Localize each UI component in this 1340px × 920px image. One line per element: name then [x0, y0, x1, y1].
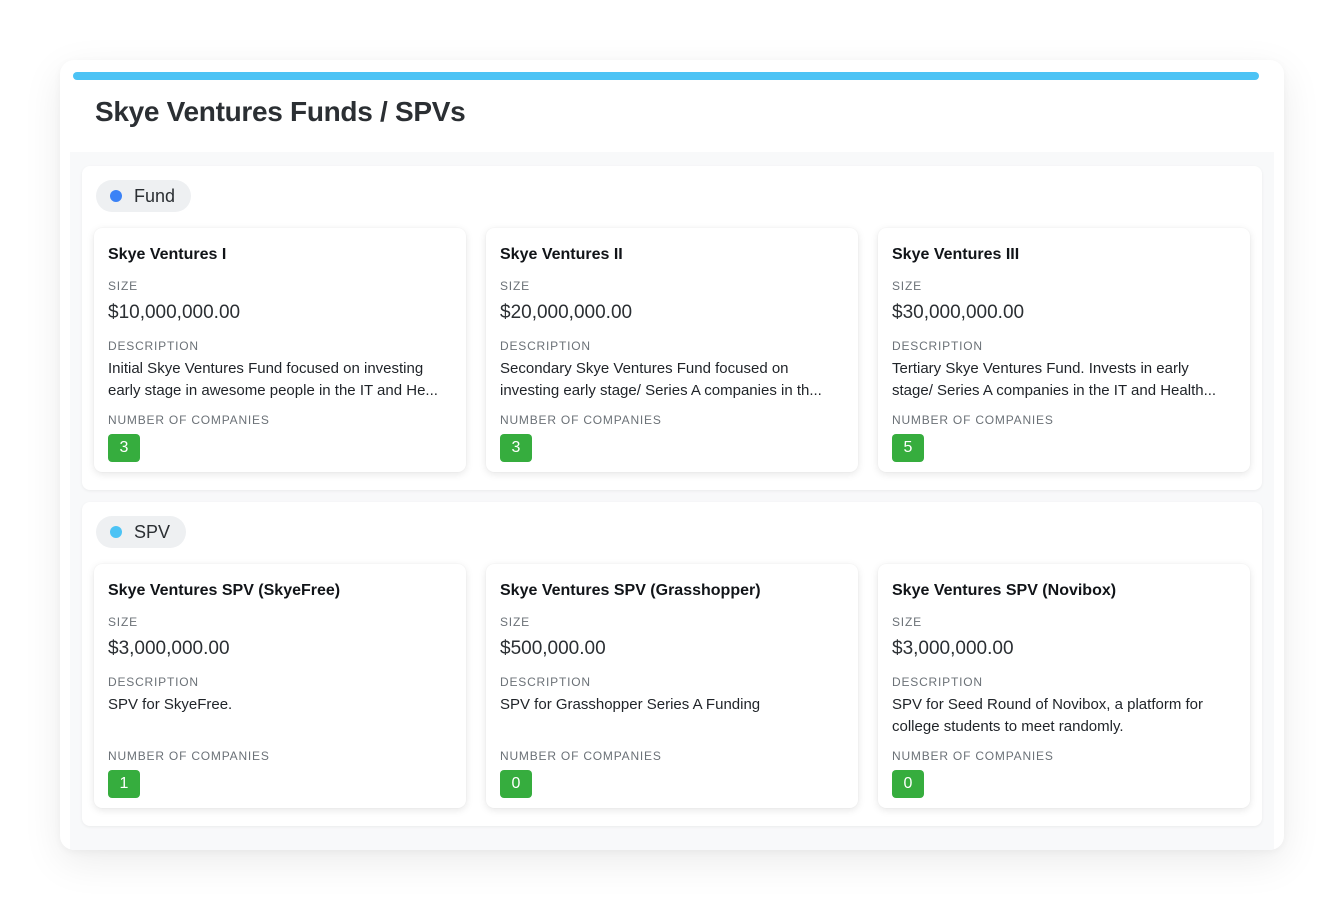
fund-card[interactable]: Skye Ventures II SIZE $20,000,000.00 DES… [486, 228, 858, 472]
spv-card[interactable]: Skye Ventures SPV (Novibox) SIZE $3,000,… [878, 564, 1250, 808]
description-line: college students to meet randomly. [892, 718, 1124, 735]
card-title: Skye Ventures SPV (Novibox) [892, 582, 1117, 599]
size-value: $3,000,000.00 [892, 638, 1014, 659]
spv-card[interactable]: Skye Ventures SPV (Grasshopper) SIZE $50… [486, 564, 858, 808]
fund-card[interactable]: Skye Ventures III SIZE $30,000,000.00 DE… [878, 228, 1250, 472]
card-title: Skye Ventures II [500, 246, 623, 263]
company-count-label: NUMBER OF COMPANIES [500, 413, 662, 427]
group-tag-spv[interactable]: SPV [96, 516, 187, 548]
description-line: stage/ Series A companies in the IT and … [892, 382, 1217, 399]
description-label: DESCRIPTION [108, 675, 199, 689]
size-value: $3,000,000.00 [108, 638, 230, 659]
description-line: SPV for SkyeFree. [108, 696, 233, 713]
description-line: Tertiary Skye Ventures Fund. Invests in … [892, 360, 1189, 377]
company-count-badge: 3 [500, 434, 532, 462]
description-text: Secondary Skye Ventures Fund focused on … [500, 358, 844, 402]
company-count-label: NUMBER OF COMPANIES [892, 749, 1054, 763]
size-label: SIZE [500, 615, 530, 629]
company-count-badge: 3 [108, 434, 140, 462]
company-count-badge: 5 [892, 434, 924, 462]
card-title: Skye Ventures SPV (SkyeFree) [108, 582, 341, 599]
spv-dot-icon [110, 526, 122, 538]
main-content: Fund Skye Ventures I SIZE $10,000,000.00… [70, 152, 1274, 850]
company-count-label: NUMBER OF COMPANIES [500, 749, 662, 763]
description-label: DESCRIPTION [892, 339, 983, 353]
company-count-label: NUMBER OF COMPANIES [108, 413, 270, 427]
description-label: DESCRIPTION [892, 675, 983, 689]
description-line: investing early stage/ Series A companie… [500, 382, 822, 399]
app-window: Skye Ventures Funds / SPVs Fund Skye Ven… [60, 60, 1284, 850]
card-title: Skye Ventures III [892, 246, 1020, 263]
company-count-badge: 1 [108, 770, 140, 798]
fund-card[interactable]: Skye Ventures I SIZE $10,000,000.00 DESC… [94, 228, 466, 472]
description-text: SPV for Grasshopper Series A Funding [500, 694, 844, 738]
company-count-badge: 0 [500, 770, 532, 798]
description-label: DESCRIPTION [500, 675, 591, 689]
card-title: Skye Ventures I [108, 246, 227, 263]
size-label: SIZE [500, 279, 530, 293]
card-title: Skye Ventures SPV (Grasshopper) [500, 582, 761, 599]
size-label: SIZE [892, 615, 922, 629]
size-value: $30,000,000.00 [892, 302, 1025, 323]
size-label: SIZE [892, 279, 922, 293]
size-value: $10,000,000.00 [108, 302, 241, 323]
spv-card[interactable]: Skye Ventures SPV (SkyeFree) SIZE $3,000… [94, 564, 466, 808]
description-text: SPV for Seed Round of Novibox, a platfor… [892, 694, 1236, 738]
group-spv: SPV Skye Ventures SPV (SkyeFree) SIZE $3… [82, 502, 1262, 826]
size-label: SIZE [108, 615, 138, 629]
size-label: SIZE [108, 279, 138, 293]
description-line: SPV for Grasshopper Series A Funding [500, 696, 761, 713]
size-value: $20,000,000.00 [500, 302, 633, 323]
description-line: early stage in awesome people in the IT … [108, 382, 438, 399]
description-text: Tertiary Skye Ventures Fund. Invests in … [892, 358, 1236, 402]
size-value: $500,000.00 [500, 638, 606, 659]
company-count-label: NUMBER OF COMPANIES [892, 413, 1054, 427]
description-line: Initial Skye Ventures Fund focused on in… [108, 360, 424, 377]
description-label: DESCRIPTION [108, 339, 199, 353]
accent-bar [73, 72, 1259, 80]
group-fund: Fund Skye Ventures I SIZE $10,000,000.00… [82, 166, 1262, 490]
description-line: SPV for Seed Round of Novibox, a platfor… [892, 696, 1203, 713]
company-count-badge: 0 [892, 770, 924, 798]
fund-dot-icon [110, 190, 122, 202]
description-line: Secondary Skye Ventures Fund focused on [500, 360, 789, 377]
description-text: SPV for SkyeFree. [108, 694, 452, 738]
page-title: Skye Ventures Funds / SPVs [95, 96, 466, 127]
group-tag-label: Fund [134, 186, 176, 206]
description-text: Initial Skye Ventures Fund focused on in… [108, 358, 452, 402]
company-count-label: NUMBER OF COMPANIES [108, 749, 270, 763]
group-tag-fund[interactable]: Fund [96, 180, 192, 212]
description-label: DESCRIPTION [500, 339, 591, 353]
group-tag-label: SPV [134, 522, 171, 542]
